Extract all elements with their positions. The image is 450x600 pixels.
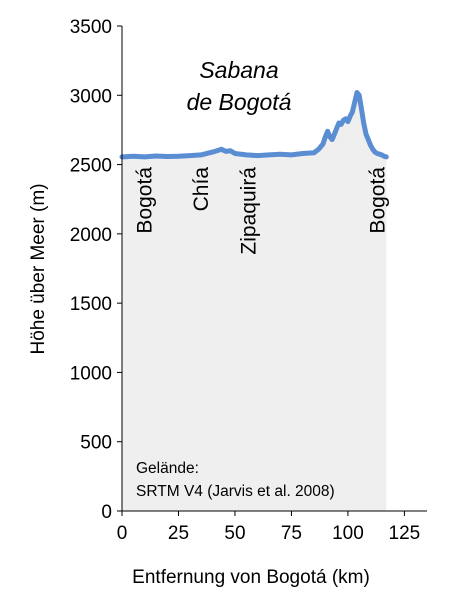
x-axis-label: Entfernung von Bogotá (km) bbox=[132, 567, 370, 588]
y-tick-label: 1000 bbox=[70, 363, 112, 384]
place-label: Chía bbox=[190, 167, 213, 212]
x-tick-label: 100 bbox=[332, 523, 364, 544]
x-tick-label: 25 bbox=[168, 523, 189, 544]
place-label: Bogotá bbox=[366, 167, 389, 234]
y-tick-label: 500 bbox=[80, 433, 112, 454]
y-axis-label: Höhe über Meer (m) bbox=[28, 183, 49, 354]
source-line1: Gelände: bbox=[136, 460, 199, 477]
y-tick-label: 3000 bbox=[70, 86, 112, 107]
source-line2: SRTM V4 (Jarvis et al. 2008) bbox=[136, 483, 335, 500]
terrain-area bbox=[122, 92, 387, 511]
x-tick-label: 125 bbox=[389, 523, 421, 544]
y-tick-label: 0 bbox=[101, 502, 112, 523]
place-label: Zipaquirá bbox=[238, 167, 261, 255]
elevation-line bbox=[119, 90, 389, 160]
y-tick-label: 2000 bbox=[70, 225, 112, 246]
x-tick-label: 75 bbox=[281, 523, 302, 544]
y-tick-label: 3500 bbox=[70, 17, 112, 38]
place-label: Bogotá bbox=[134, 167, 157, 234]
annotation-line2: de Bogotá bbox=[187, 89, 292, 115]
x-tick-label: 0 bbox=[117, 523, 128, 544]
y-tick-label: 2500 bbox=[70, 156, 112, 177]
annotation-line1: Sabana bbox=[199, 57, 278, 83]
y-tick-label: 1500 bbox=[70, 294, 112, 315]
x-tick-label: 50 bbox=[224, 523, 245, 544]
